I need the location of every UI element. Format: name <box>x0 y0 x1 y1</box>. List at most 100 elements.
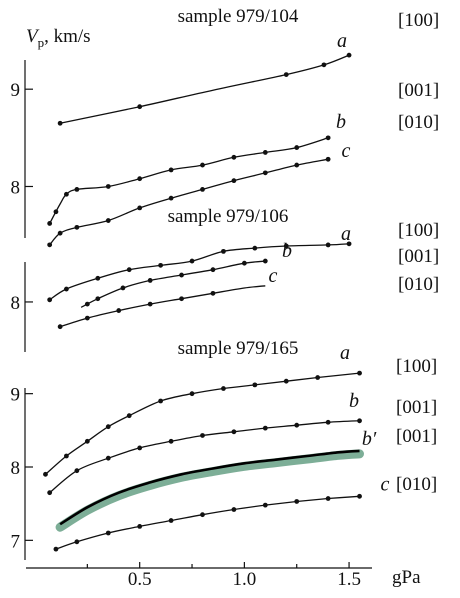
data-point <box>283 243 289 249</box>
series-letter: c <box>381 473 390 495</box>
data-point <box>231 429 237 435</box>
series-band <box>55 449 364 532</box>
data-point <box>137 524 143 529</box>
data-point <box>325 242 331 248</box>
data-point <box>200 187 205 192</box>
series-direction: [001] <box>396 426 437 447</box>
data-point <box>262 258 268 264</box>
data-point <box>57 120 63 126</box>
y-tick-label: 8 <box>11 458 21 479</box>
panel-3: sample 979/165 9 8 7 a [100] b [001] b′ [001] c [01… <box>11 338 437 560</box>
data-point <box>84 438 90 444</box>
y-label-unit: , km/s <box>44 26 90 47</box>
data-point <box>116 308 122 313</box>
series-direction: [010] <box>396 474 437 495</box>
data-point <box>294 145 300 150</box>
data-point <box>346 52 352 58</box>
data-point <box>262 150 268 155</box>
data-point <box>137 176 143 182</box>
data-point <box>321 62 327 68</box>
data-point <box>74 224 80 230</box>
data-point <box>325 419 331 425</box>
data-point <box>346 241 352 247</box>
data-point <box>294 422 300 428</box>
data-point <box>262 502 268 508</box>
x-axis-label: gPa <box>392 567 421 588</box>
x-tick-label: 1.5 <box>337 569 361 590</box>
panel-1: sample 979/104 9 8 a [100] b [001] c [010] <box>11 6 439 248</box>
data-point <box>231 154 237 160</box>
data-point <box>325 496 331 501</box>
data-point <box>158 398 164 404</box>
data-point <box>262 425 268 431</box>
data-point <box>84 301 90 307</box>
data-point <box>147 278 153 283</box>
y-tick-label: 8 <box>11 177 21 198</box>
data-point <box>105 424 111 430</box>
data-point <box>357 493 362 499</box>
data-point <box>168 518 174 523</box>
y-tick-label: 9 <box>11 80 21 101</box>
data-point <box>241 260 247 266</box>
x-tick-label: 0.5 <box>128 569 152 590</box>
data-point <box>47 242 53 248</box>
data-point <box>57 324 63 330</box>
series-direction: [001] <box>396 397 437 418</box>
data-point <box>47 221 53 226</box>
series-line <box>59 449 360 526</box>
series-letter: b <box>282 240 292 262</box>
series-direction: [001] <box>398 246 439 267</box>
y-axis-label: Vp, km/s <box>26 26 91 50</box>
data-point <box>221 386 226 391</box>
data-point <box>158 262 164 268</box>
data-point <box>47 297 53 303</box>
panel-title: sample 979/104 <box>178 6 299 27</box>
data-point <box>64 286 69 292</box>
y-tick-label: 7 <box>11 531 21 552</box>
series-line <box>59 54 350 124</box>
data-point <box>252 245 258 251</box>
y-label-symbol: V <box>26 26 40 47</box>
data-point <box>252 382 258 388</box>
data-point <box>189 258 195 264</box>
data-point <box>95 275 101 281</box>
data-point <box>74 187 80 192</box>
data-point <box>283 378 289 384</box>
data-point <box>57 230 63 236</box>
data-point <box>168 167 174 173</box>
data-point <box>179 296 184 302</box>
x-tick-label: 1.0 <box>233 569 257 590</box>
series-letter: b <box>336 111 346 133</box>
data-point <box>64 453 69 459</box>
y-label-subscript: p <box>38 35 45 50</box>
series-line <box>59 285 266 328</box>
data-point <box>210 290 216 296</box>
series-letter: c <box>269 265 278 287</box>
series-letter: c <box>342 140 351 162</box>
panel-title: sample 979/165 <box>178 338 299 359</box>
series-direction: [100] <box>398 10 439 31</box>
data-point <box>137 104 143 110</box>
series-direction: [100] <box>396 356 437 377</box>
data-point <box>315 375 321 380</box>
data-point <box>294 162 300 168</box>
y-tick-label: 8 <box>11 293 21 314</box>
data-point <box>53 546 59 552</box>
data-point <box>189 391 195 397</box>
data-point <box>325 156 331 162</box>
data-point <box>200 512 205 518</box>
data-point <box>95 296 101 302</box>
panel-title: sample 979/106 <box>168 206 289 227</box>
data-point <box>74 468 80 474</box>
data-point <box>168 438 174 444</box>
data-point <box>200 433 205 438</box>
data-point <box>283 72 289 77</box>
series-letter: a <box>340 342 350 364</box>
plot-area: Vp, km/s sample 979/104 9 8 a [100] b [001] c [01… <box>11 6 440 590</box>
series-direction: [001] <box>398 80 439 101</box>
series-direction: [100] <box>398 220 439 241</box>
series-letter: a <box>341 223 351 245</box>
series-letter: a <box>337 30 347 52</box>
data-point <box>120 285 126 291</box>
